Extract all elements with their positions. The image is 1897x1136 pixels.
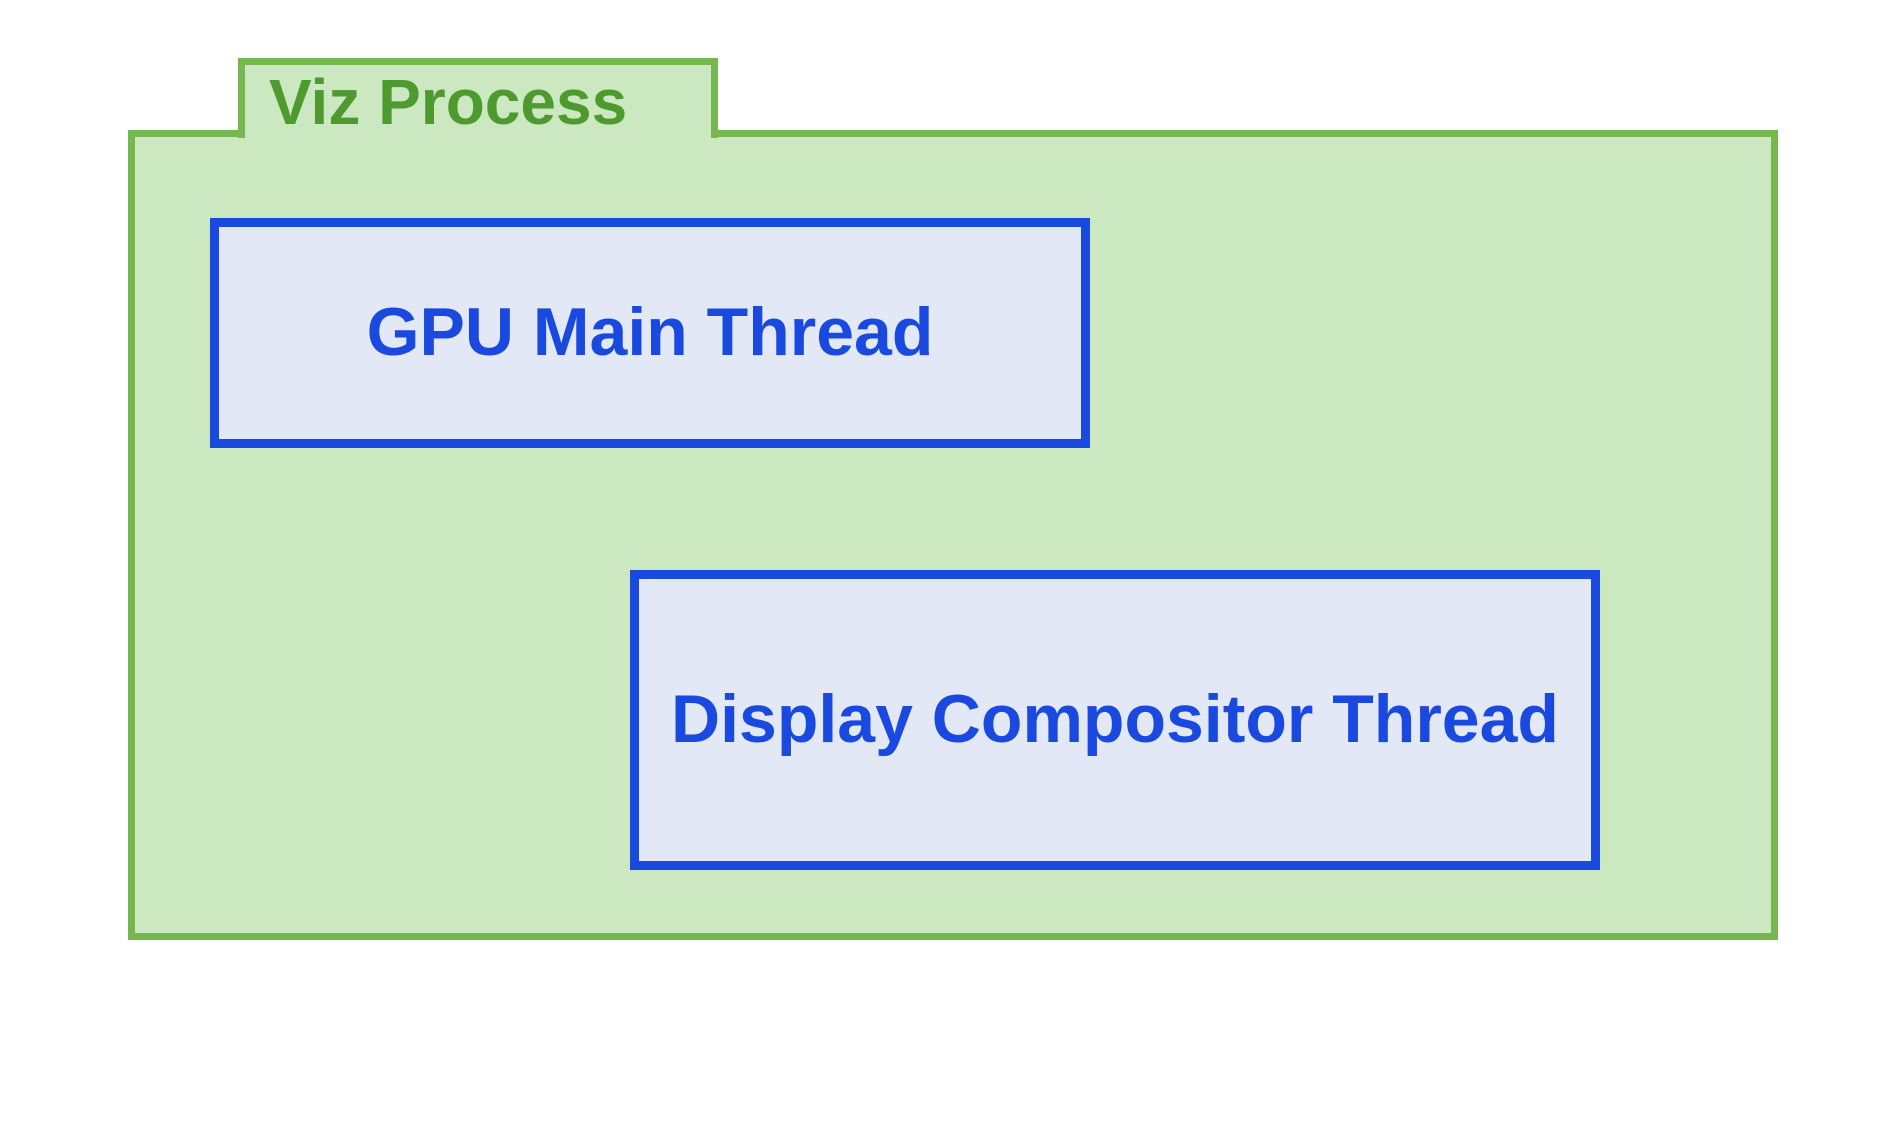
diagram-canvas: Viz Process GPU Main Thread Display Comp… bbox=[0, 0, 1897, 1136]
display-compositor-thread-box: Display Compositor Thread bbox=[630, 570, 1600, 870]
gpu-main-thread-label: GPU Main Thread bbox=[367, 297, 934, 368]
viz-process-tab: Viz Process bbox=[238, 58, 718, 138]
viz-process-title: Viz Process bbox=[269, 65, 627, 139]
gpu-main-thread-box: GPU Main Thread bbox=[210, 218, 1090, 448]
tab-seam bbox=[245, 130, 711, 137]
display-compositor-thread-label: Display Compositor Thread bbox=[671, 684, 1559, 755]
